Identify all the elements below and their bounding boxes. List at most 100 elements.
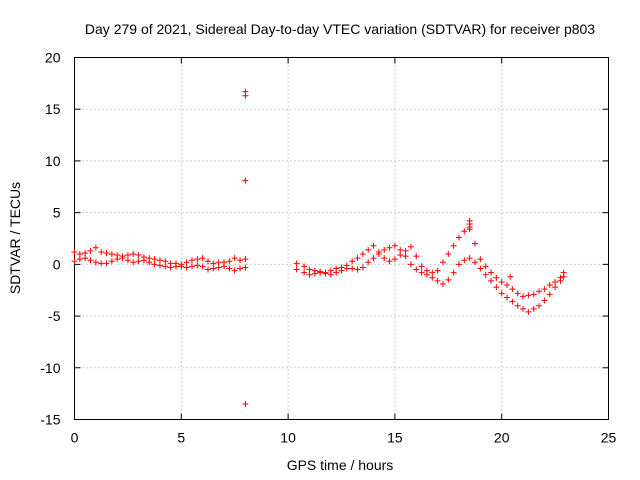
y-tick-label: 0 bbox=[53, 256, 61, 272]
y-tick-label: -5 bbox=[48, 308, 61, 324]
data-point bbox=[530, 291, 537, 298]
data-point bbox=[354, 266, 361, 273]
x-axis-label: GPS time / hours bbox=[287, 457, 394, 473]
data-point bbox=[391, 256, 398, 263]
data-point bbox=[98, 248, 105, 255]
data-point bbox=[386, 244, 393, 251]
grid bbox=[74, 57, 609, 420]
data-point bbox=[413, 253, 420, 260]
data-point bbox=[455, 261, 462, 268]
data-point bbox=[439, 281, 446, 288]
data-point bbox=[242, 92, 249, 99]
data-point bbox=[391, 242, 398, 249]
data-point bbox=[183, 264, 190, 271]
data-point bbox=[124, 257, 131, 264]
data-point bbox=[381, 246, 388, 253]
data-point bbox=[560, 269, 567, 276]
x-tick-label: 0 bbox=[71, 430, 79, 446]
data-point bbox=[402, 253, 409, 260]
data-point bbox=[402, 247, 409, 254]
data-point bbox=[520, 305, 527, 312]
data-point bbox=[546, 282, 553, 289]
data-point bbox=[199, 255, 206, 262]
data-point bbox=[434, 267, 441, 274]
data-point bbox=[226, 258, 233, 265]
chart-title: Day 279 of 2021, Sidereal Day-to-day VTE… bbox=[85, 21, 595, 37]
data-point bbox=[82, 255, 89, 262]
x-tick-label: 25 bbox=[601, 430, 617, 446]
data-point bbox=[167, 264, 174, 271]
data-point bbox=[450, 269, 457, 276]
y-tick-label: 15 bbox=[45, 101, 61, 117]
data-point bbox=[103, 260, 110, 267]
data-point bbox=[477, 265, 484, 272]
data-point bbox=[135, 252, 142, 259]
data-point bbox=[205, 258, 211, 265]
data-point bbox=[301, 263, 308, 270]
data-point bbox=[151, 261, 158, 268]
data-point bbox=[338, 264, 345, 271]
data-point bbox=[552, 284, 559, 291]
data-point bbox=[546, 291, 553, 298]
x-tick-label: 15 bbox=[387, 430, 403, 446]
data-point bbox=[429, 269, 436, 276]
data-point bbox=[354, 255, 361, 262]
data-point bbox=[365, 246, 372, 253]
plot-frame bbox=[74, 57, 609, 420]
data-point bbox=[146, 259, 153, 266]
data-point bbox=[242, 256, 249, 263]
data-point bbox=[477, 256, 484, 263]
data-point bbox=[343, 262, 350, 269]
data-point bbox=[445, 276, 452, 283]
data-point bbox=[445, 251, 452, 258]
data-point bbox=[188, 257, 195, 264]
data-point bbox=[82, 249, 89, 256]
data-point bbox=[514, 290, 521, 297]
data-point bbox=[199, 263, 206, 270]
data-points bbox=[71, 88, 567, 407]
data-point bbox=[135, 258, 142, 265]
x-axis: 0 5 10 15 20 25 bbox=[71, 57, 617, 446]
x-tick-label: 5 bbox=[177, 430, 185, 446]
data-point bbox=[301, 269, 308, 276]
y-tick-label: 20 bbox=[45, 50, 61, 66]
data-point bbox=[418, 269, 425, 276]
data-point bbox=[359, 264, 366, 271]
data-point bbox=[413, 266, 420, 273]
data-point bbox=[370, 242, 377, 249]
data-point bbox=[407, 243, 414, 250]
data-point bbox=[498, 290, 505, 297]
data-point bbox=[306, 266, 313, 273]
data-point bbox=[114, 256, 121, 263]
data-point bbox=[541, 286, 548, 293]
data-point bbox=[482, 271, 489, 278]
data-point bbox=[226, 265, 233, 272]
data-point bbox=[242, 400, 249, 407]
data-point bbox=[317, 268, 324, 275]
data-point bbox=[237, 257, 244, 264]
data-point bbox=[509, 286, 516, 293]
data-point bbox=[124, 252, 131, 259]
data-point bbox=[509, 298, 516, 305]
data-point bbox=[397, 246, 404, 253]
data-point bbox=[407, 261, 414, 268]
y-axis-label: SDTVAR / TECUs bbox=[7, 182, 23, 294]
data-point bbox=[188, 263, 195, 270]
data-point bbox=[71, 258, 78, 265]
data-point bbox=[381, 255, 388, 262]
data-point bbox=[386, 258, 393, 265]
data-point bbox=[525, 292, 532, 299]
data-point bbox=[514, 302, 521, 309]
data-point bbox=[536, 288, 543, 295]
y-tick-label: -15 bbox=[40, 412, 60, 428]
data-point bbox=[156, 257, 163, 264]
data-point bbox=[151, 256, 158, 263]
data-point bbox=[397, 252, 404, 259]
data-point bbox=[76, 251, 83, 258]
data-point bbox=[466, 255, 473, 262]
data-point bbox=[210, 265, 217, 272]
data-point bbox=[162, 258, 169, 265]
data-point bbox=[92, 259, 99, 266]
data-point bbox=[375, 248, 382, 255]
data-point bbox=[536, 302, 543, 309]
